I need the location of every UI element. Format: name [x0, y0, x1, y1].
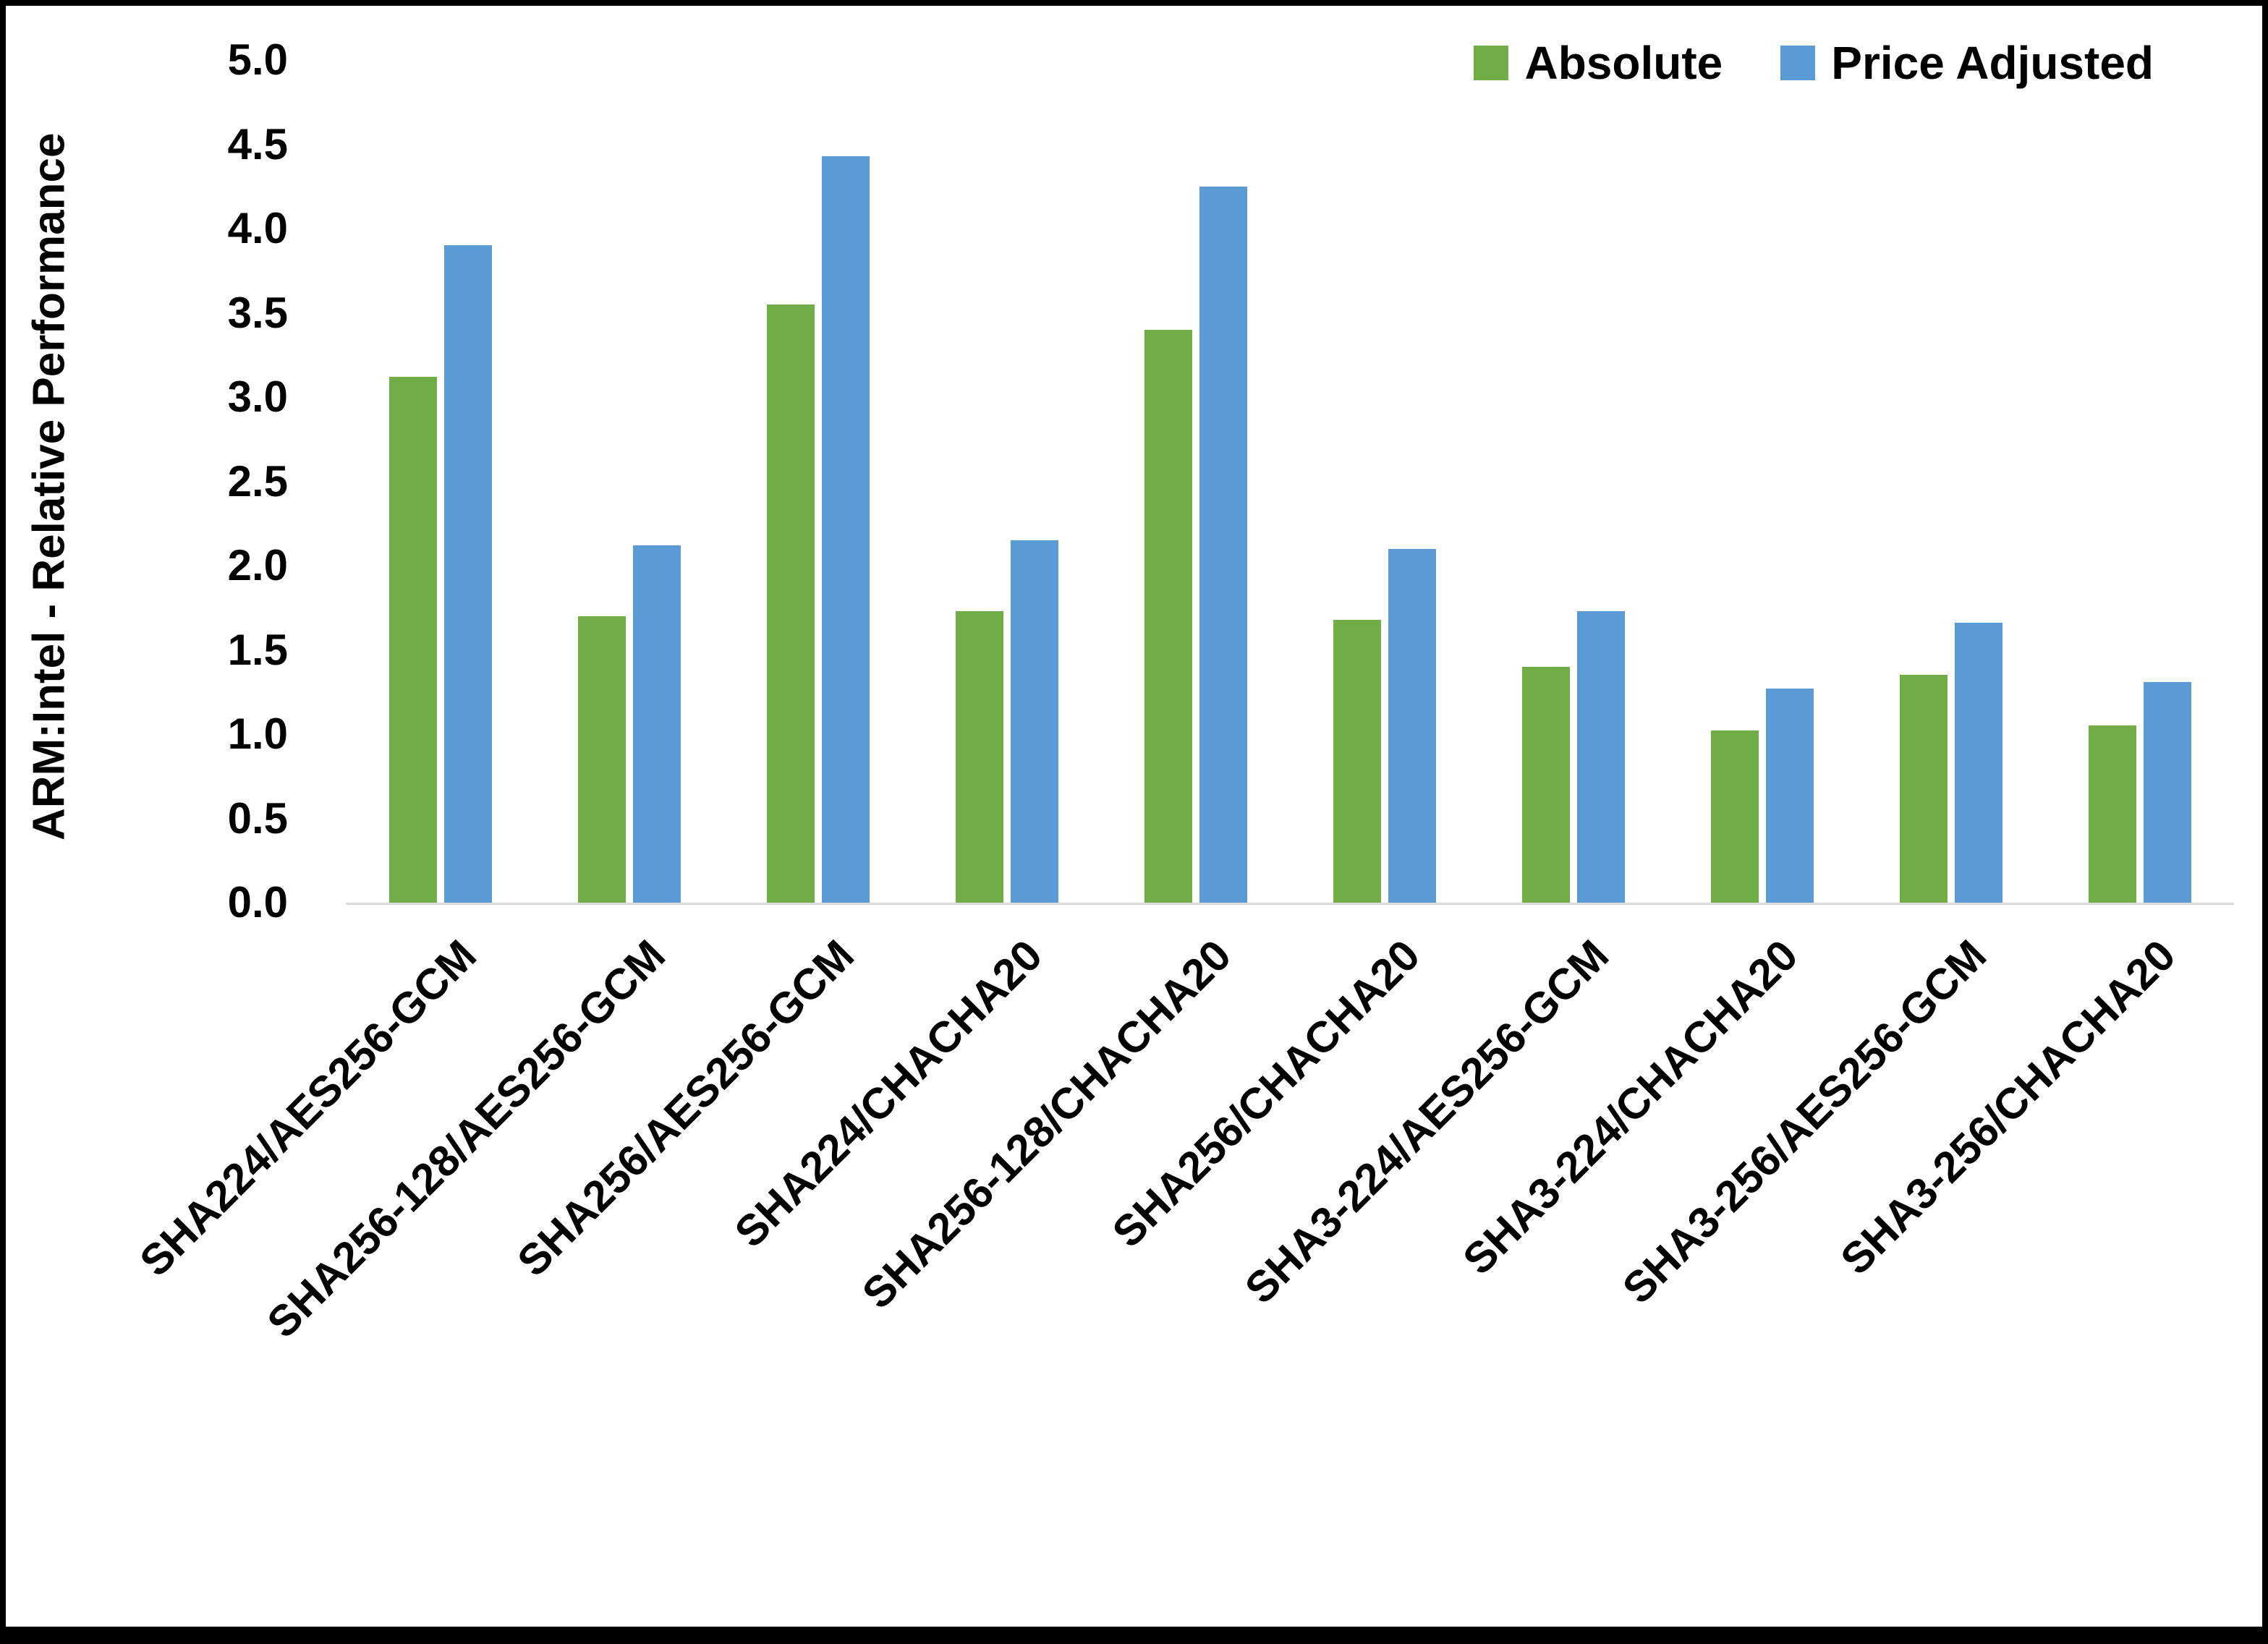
- bar-absolute: [1144, 329, 1192, 903]
- bar-price-adjusted: [821, 156, 870, 903]
- legend-item-absolute: Absolute: [1474, 36, 1723, 90]
- bar-absolute: [1333, 619, 1381, 903]
- legend-item-price-adjusted: Price Adjusted: [1780, 36, 2154, 90]
- category-group: [1479, 60, 1668, 903]
- y-axis-tick-label: 2.0: [227, 541, 288, 589]
- bar-price-adjusted: [2143, 681, 2191, 903]
- y-axis-tick-label: 2.5: [227, 456, 288, 506]
- bar-absolute: [766, 304, 815, 903]
- bar-absolute: [955, 610, 1003, 903]
- y-axis-tick-label: 4.5: [227, 119, 288, 169]
- category-group: [1856, 60, 2045, 903]
- bar-absolute: [2088, 725, 2136, 903]
- y-axis-title: ARM:Intel - Relative Performance: [24, 132, 75, 841]
- category-group: [2045, 60, 2234, 903]
- y-axis-tick-label: 0.0: [227, 878, 288, 927]
- y-axis-tick-label: 3.0: [227, 372, 288, 421]
- x-axis-label: SHA256/CHACHA20: [1103, 930, 1430, 1257]
- legend-label-price-adjusted: Price Adjusted: [1831, 37, 2154, 89]
- legend-swatch-absolute: [1474, 46, 1509, 80]
- bar-absolute: [1710, 731, 1759, 903]
- bar-price-adjusted: [1765, 689, 1814, 903]
- plot-area: [346, 60, 2234, 905]
- y-axis-tick-label: 3.5: [227, 288, 288, 337]
- legend: Absolute Price Adjusted: [1474, 36, 2154, 90]
- bar-price-adjusted: [1954, 623, 2002, 903]
- category-group: [346, 60, 535, 903]
- bar-price-adjusted: [1388, 548, 1436, 903]
- bar-absolute: [1521, 666, 1570, 903]
- bar-price-adjusted: [632, 545, 681, 903]
- y-axis-tick-label: 0.5: [227, 793, 288, 843]
- x-axis-label: SHA3-224/AES256-GCM: [1236, 930, 1618, 1313]
- category-group: [535, 60, 723, 903]
- x-axis-label: SHA3-256/AES256-GCM: [1613, 930, 1996, 1313]
- x-axis-label: SHA256-128/CHACHA20: [853, 930, 1241, 1319]
- category-group: [1668, 60, 1856, 903]
- y-axis-tick-label: 1.5: [227, 625, 288, 674]
- y-axis-tick-label: 1.0: [227, 710, 288, 758]
- x-axis-label: SHA256/AES256-GCM: [507, 930, 863, 1286]
- category-group: [1101, 60, 1290, 903]
- x-axis-label: SHA3-224/CHACHA20: [1453, 930, 1807, 1284]
- bar-price-adjusted: [1010, 540, 1058, 903]
- x-axis-label: SHA224/CHACHA20: [726, 930, 1052, 1257]
- x-axis-label: SHA256-128/AES256-GCM: [258, 930, 674, 1347]
- category-group: [723, 60, 912, 903]
- legend-swatch-price-adjusted: [1780, 46, 1816, 80]
- x-axis-label: SHA3-256/CHACHA20: [1831, 930, 2185, 1284]
- bar-price-adjusted: [443, 245, 492, 903]
- bar-absolute: [1899, 675, 1948, 903]
- legend-label-absolute: Absolute: [1524, 37, 1723, 89]
- bar-price-adjusted: [1199, 186, 1247, 903]
- bar-absolute: [577, 616, 626, 903]
- category-group: [1290, 60, 1479, 903]
- category-group: [912, 60, 1101, 903]
- bar-price-adjusted: [1576, 610, 1625, 903]
- y-axis-tick-label: 4.0: [227, 204, 288, 252]
- x-axis-label: SHA224/AES256-GCM: [129, 930, 485, 1286]
- y-axis-tick-label: 5.0: [227, 35, 288, 84]
- bar-absolute: [388, 377, 437, 903]
